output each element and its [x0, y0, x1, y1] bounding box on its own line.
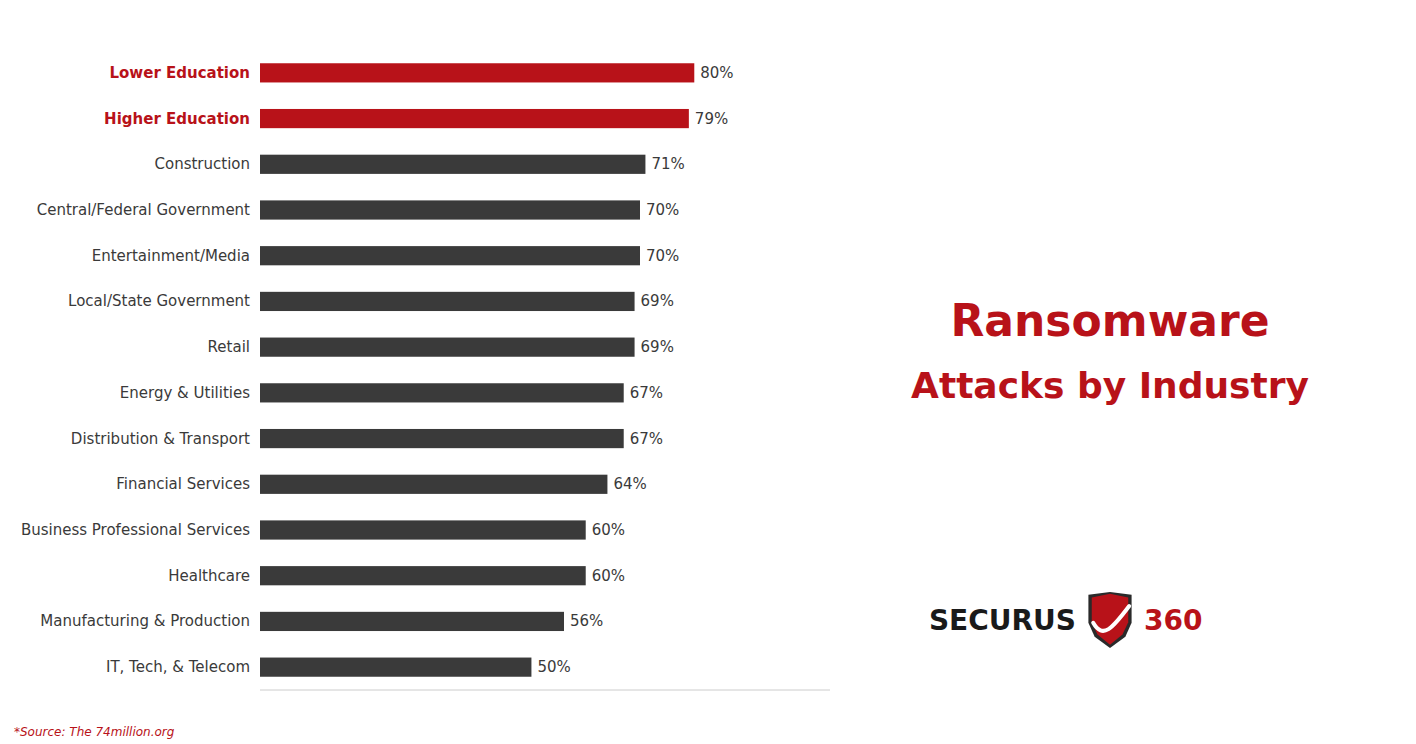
y-tick-label: Manufacturing & Production — [40, 612, 250, 630]
source-note: *Source: The 74million.org — [14, 725, 175, 739]
y-tick-label: Lower Education — [110, 64, 251, 82]
bar — [260, 109, 689, 128]
data-label: 60% — [592, 567, 625, 585]
bar — [260, 63, 694, 82]
data-label: 79% — [695, 110, 728, 128]
data-label: 70% — [646, 247, 679, 265]
data-label: 80% — [700, 64, 733, 82]
logo-shield-inner — [1092, 594, 1128, 645]
logo-text: 360 — [1144, 604, 1202, 637]
y-tick-label: Business Professional Services — [21, 521, 250, 539]
bar — [260, 658, 531, 677]
bar — [260, 612, 564, 631]
logo-shield — [1088, 592, 1131, 648]
labels: 50% 56% 60% 60% 64% 67% 67% 69% 69% 70% 70% 71% 79% 8… — [21, 64, 734, 676]
data-label: 64% — [613, 475, 646, 493]
bars — [260, 63, 694, 676]
bar — [260, 246, 640, 265]
x-axis-line — [260, 690, 830, 691]
y-tick-label: Central/Federal Government — [37, 201, 250, 219]
bar — [260, 200, 640, 219]
y-tick-label: Healthcare — [168, 567, 250, 585]
y-tick-label: IT, Tech, & Telecom — [106, 658, 250, 676]
y-tick-label: Local/State Government — [68, 292, 250, 310]
logo: SECURUS 360 — [929, 592, 1203, 648]
y-tick-label: Distribution & Transport — [71, 430, 250, 448]
title: Ransomware — [950, 295, 1269, 346]
y-tick-label: Construction — [154, 155, 250, 173]
data-label: 71% — [651, 155, 684, 173]
bar — [260, 338, 635, 357]
y-tick-label: Higher Education — [104, 110, 250, 128]
bar — [260, 475, 607, 494]
bar — [260, 292, 635, 311]
bar — [260, 566, 586, 585]
logo-text: SECURUS — [929, 604, 1076, 637]
data-label: 70% — [646, 201, 679, 219]
data-label: 67% — [630, 384, 663, 402]
subtitle: Attacks by Industry — [911, 365, 1309, 406]
y-tick-label: Financial Services — [116, 475, 250, 493]
data-label: 69% — [641, 338, 674, 356]
data-label: 67% — [630, 430, 663, 448]
data-label: 69% — [641, 292, 674, 310]
bar — [260, 383, 624, 402]
y-tick-label: Energy & Utilities — [120, 384, 250, 402]
chart-svg: 50% 56% 60% 60% 64% 67% 67% 69% 69% 70% 70% 71% 79% 8… — [0, 0, 1416, 744]
bar — [260, 155, 645, 174]
data-label: 56% — [570, 612, 603, 630]
data-label: 50% — [537, 658, 570, 676]
logo-swoosh — [1093, 606, 1129, 631]
y-tick-label: Retail — [208, 338, 250, 356]
data-label: 60% — [592, 521, 625, 539]
bar — [260, 520, 586, 539]
bar — [260, 429, 624, 448]
y-tick-label: Entertainment/Media — [92, 247, 250, 265]
